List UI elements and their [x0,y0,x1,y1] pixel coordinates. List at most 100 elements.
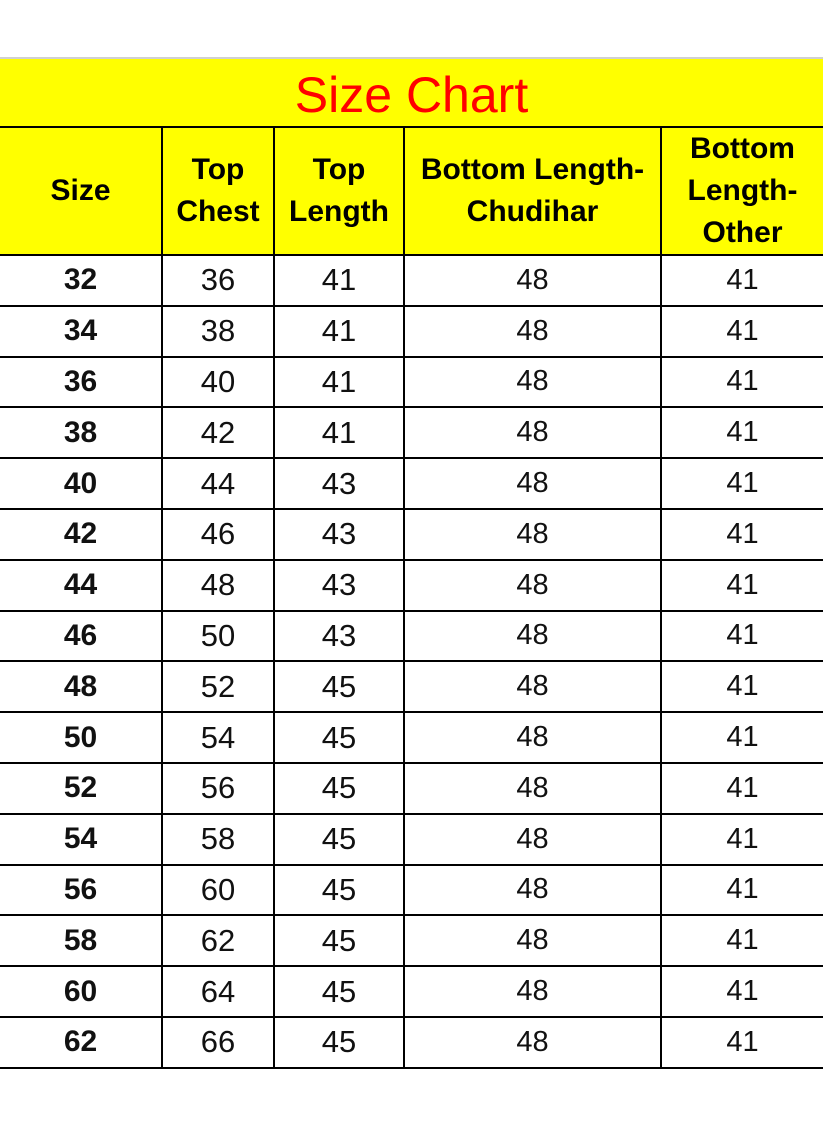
cell-top-length: 45 [273,660,405,714]
header-bottom-length-chudihar: Bottom Length-Chudihar [403,128,662,256]
cell-top-length: 43 [273,558,405,612]
table-row: 46 50 43 48 41 [0,609,823,663]
cell-top-chest: 46 [161,507,275,561]
table-row: 60 64 45 48 41 [0,965,823,1018]
cell-bottom-length-chudihar: 48 [403,812,662,866]
cell-size: 46 [0,609,163,663]
table-row: 42 46 43 48 41 [0,507,823,561]
table-row: 58 62 45 48 41 [0,914,823,968]
cell-size: 44 [0,558,163,612]
chart-title: Size Chart [0,59,823,128]
cell-top-chest: 40 [161,355,275,409]
cell-size: 32 [0,254,163,307]
cell-bottom-length-chudihar: 48 [403,254,662,307]
cell-top-length: 45 [273,965,405,1018]
size-chart: Size Chart Size Top Chest Top Length Bot… [0,57,823,1069]
header-bottom-length-other: Bottom Length-Other [660,128,823,256]
cell-top-chest: 56 [161,761,275,815]
cell-bottom-length-chudihar: 48 [403,609,662,663]
cell-top-chest: 58 [161,812,275,866]
cell-bottom-length-chudihar: 48 [403,507,662,561]
cell-bottom-length-other: 41 [660,609,823,663]
cell-size: 60 [0,965,163,1018]
cell-top-chest: 64 [161,965,275,1018]
cell-top-length: 45 [273,1015,405,1069]
cell-bottom-length-other: 41 [660,254,823,307]
cell-bottom-length-chudihar: 48 [403,406,662,460]
table-row: 54 58 45 48 41 [0,812,823,866]
table-row: 50 54 45 48 41 [0,711,823,764]
cell-size: 58 [0,914,163,968]
table-row: 62 66 45 48 41 [0,1015,823,1069]
table-row: 56 60 45 48 41 [0,863,823,917]
cell-size: 34 [0,304,163,358]
cell-size: 38 [0,406,163,460]
size-table: Size Top Chest Top Length Bottom Length-… [0,128,823,1069]
table-row: 32 36 41 48 41 [0,254,823,307]
cell-bottom-length-chudihar: 48 [403,1015,662,1069]
table-row: 52 56 45 48 41 [0,761,823,815]
table-row: 36 40 41 48 41 [0,355,823,409]
cell-top-length: 43 [273,457,405,510]
cell-top-chest: 48 [161,558,275,612]
table-body: 32 36 41 48 41 34 38 41 48 41 36 40 41 48 41 38 42 41 48 41… [0,254,823,1069]
cell-size: 62 [0,1015,163,1069]
cell-bottom-length-other: 41 [660,355,823,409]
cell-top-chest: 38 [161,304,275,358]
cell-top-chest: 66 [161,1015,275,1069]
cell-top-length: 43 [273,609,405,663]
cell-bottom-length-chudihar: 48 [403,457,662,510]
cell-top-length: 45 [273,863,405,917]
cell-bottom-length-chudihar: 48 [403,355,662,409]
cell-size: 40 [0,457,163,510]
header-size: Size [0,128,163,256]
cell-bottom-length-other: 41 [660,914,823,968]
table-row: 44 48 43 48 41 [0,558,823,612]
cell-bottom-length-other: 41 [660,812,823,866]
header-top-chest: Top Chest [161,128,275,256]
cell-top-length: 45 [273,812,405,866]
cell-bottom-length-chudihar: 48 [403,711,662,764]
cell-top-length: 41 [273,406,405,460]
cell-bottom-length-other: 41 [660,457,823,510]
cell-top-chest: 50 [161,609,275,663]
cell-bottom-length-chudihar: 48 [403,863,662,917]
cell-top-length: 41 [273,254,405,307]
cell-top-length: 41 [273,304,405,358]
cell-bottom-length-chudihar: 48 [403,914,662,968]
cell-top-length: 45 [273,914,405,968]
cell-bottom-length-other: 41 [660,304,823,358]
cell-top-length: 45 [273,761,405,815]
cell-top-chest: 52 [161,660,275,714]
cell-top-chest: 44 [161,457,275,510]
cell-size: 36 [0,355,163,409]
cell-bottom-length-other: 41 [660,660,823,714]
cell-size: 48 [0,660,163,714]
cell-bottom-length-chudihar: 48 [403,304,662,358]
cell-bottom-length-other: 41 [660,761,823,815]
cell-bottom-length-other: 41 [660,1015,823,1069]
cell-size: 50 [0,711,163,764]
cell-size: 42 [0,507,163,561]
cell-bottom-length-other: 41 [660,558,823,612]
cell-size: 52 [0,761,163,815]
table-row: 48 52 45 48 41 [0,660,823,714]
cell-top-chest: 36 [161,254,275,307]
cell-bottom-length-other: 41 [660,965,823,1018]
table-row: 34 38 41 48 41 [0,304,823,358]
cell-top-chest: 42 [161,406,275,460]
cell-bottom-length-other: 41 [660,406,823,460]
cell-bottom-length-chudihar: 48 [403,558,662,612]
cell-bottom-length-other: 41 [660,863,823,917]
cell-top-chest: 54 [161,711,275,764]
cell-bottom-length-chudihar: 48 [403,660,662,714]
cell-size: 54 [0,812,163,866]
table-row: 40 44 43 48 41 [0,457,823,510]
table-row: 38 42 41 48 41 [0,406,823,460]
cell-bottom-length-other: 41 [660,711,823,764]
cell-size: 56 [0,863,163,917]
header-row: Size Top Chest Top Length Bottom Length-… [0,128,823,256]
cell-top-length: 43 [273,507,405,561]
cell-top-chest: 60 [161,863,275,917]
cell-bottom-length-other: 41 [660,507,823,561]
